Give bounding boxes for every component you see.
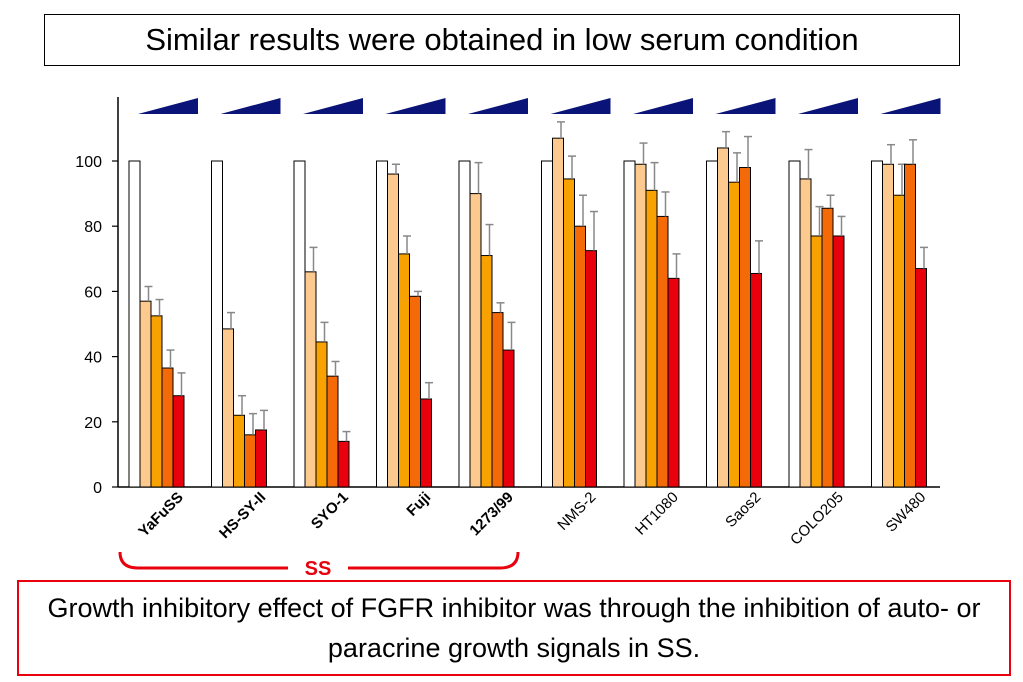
ss-bracket-left xyxy=(118,551,288,570)
dose-wedge-icon xyxy=(303,98,363,114)
bar xyxy=(750,272,762,488)
bar xyxy=(810,235,823,488)
dose-wedge-icon xyxy=(715,98,776,114)
bar xyxy=(502,349,515,488)
bar xyxy=(376,160,388,488)
x-tick-label: SW480 xyxy=(883,489,930,536)
bar xyxy=(458,160,471,488)
bar xyxy=(904,163,916,488)
bar xyxy=(326,375,339,488)
bar xyxy=(634,163,647,488)
bar xyxy=(717,147,729,488)
bar xyxy=(563,178,575,488)
dose-wedge-icon xyxy=(633,98,693,114)
bar xyxy=(832,235,845,488)
bar xyxy=(728,181,740,488)
bar xyxy=(128,160,141,488)
bar xyxy=(871,160,883,488)
y-tick-label: 100 xyxy=(75,154,102,171)
y-tick-label: 20 xyxy=(84,415,102,432)
bar xyxy=(304,271,317,488)
x-tick-label: Saos2 xyxy=(722,489,764,531)
bar xyxy=(574,225,586,488)
bar xyxy=(645,189,658,488)
dose-wedge-icon xyxy=(798,98,858,114)
dose-wedge-icon xyxy=(550,98,611,114)
bar xyxy=(821,207,834,488)
bar xyxy=(233,414,245,488)
dose-wedge-icon xyxy=(468,98,528,114)
x-tick-label: SYO-1 xyxy=(308,489,352,533)
bar xyxy=(409,295,421,488)
bar xyxy=(244,434,256,488)
bar xyxy=(337,440,350,488)
bar xyxy=(623,160,636,488)
bar xyxy=(139,300,152,488)
slide-title-box: Similar results were obtained in low ser… xyxy=(44,14,960,66)
x-tick-label: 1273/99 xyxy=(466,489,516,539)
bar xyxy=(161,367,174,488)
y-tick-label: 0 xyxy=(93,480,102,497)
ss-bracket-right xyxy=(348,551,520,570)
bar xyxy=(706,160,718,488)
bar xyxy=(398,253,410,488)
dose-wedge-icon xyxy=(138,98,198,114)
dose-wedge-icon xyxy=(880,98,941,114)
y-tick-label: 60 xyxy=(84,284,102,301)
dose-wedge-icon xyxy=(385,98,446,114)
x-tick-label: NMS-2 xyxy=(554,489,599,534)
x-tick-label: YaFuSS xyxy=(135,489,187,541)
x-tick-label: COLO205 xyxy=(787,489,847,549)
bar xyxy=(387,173,399,488)
x-tick-label: HT1080 xyxy=(632,489,682,539)
bar xyxy=(893,194,905,488)
x-tick-label: Fuji xyxy=(403,489,434,520)
bar xyxy=(552,137,564,488)
bar xyxy=(315,341,328,488)
x-tick-label: HS-SY-II xyxy=(216,489,269,542)
caption-box: Growth inhibitory effect of FGFR inhibit… xyxy=(17,580,1011,676)
bar xyxy=(255,429,267,488)
bar xyxy=(293,160,306,488)
bar xyxy=(480,255,493,488)
bar xyxy=(585,250,597,488)
bar xyxy=(799,178,812,488)
ss-group-label: SS xyxy=(305,558,332,580)
bar xyxy=(420,398,432,488)
bar xyxy=(656,215,669,488)
bar xyxy=(788,160,801,488)
bar xyxy=(915,268,927,488)
y-tick-label: 40 xyxy=(84,350,102,367)
bar xyxy=(541,160,553,488)
bar xyxy=(211,160,223,488)
slide-title: Similar results were obtained in low ser… xyxy=(145,22,859,57)
y-tick-label: 80 xyxy=(84,219,102,236)
bar xyxy=(172,395,185,488)
bar xyxy=(150,315,163,488)
bar xyxy=(739,167,751,488)
bar xyxy=(491,312,504,488)
dose-wedge-icon xyxy=(220,98,281,114)
bar xyxy=(882,163,894,488)
caption-text: Growth inhibitory effect of FGFR inhibit… xyxy=(47,593,981,663)
bar xyxy=(667,277,680,488)
bar xyxy=(469,193,482,488)
bar xyxy=(222,328,234,488)
